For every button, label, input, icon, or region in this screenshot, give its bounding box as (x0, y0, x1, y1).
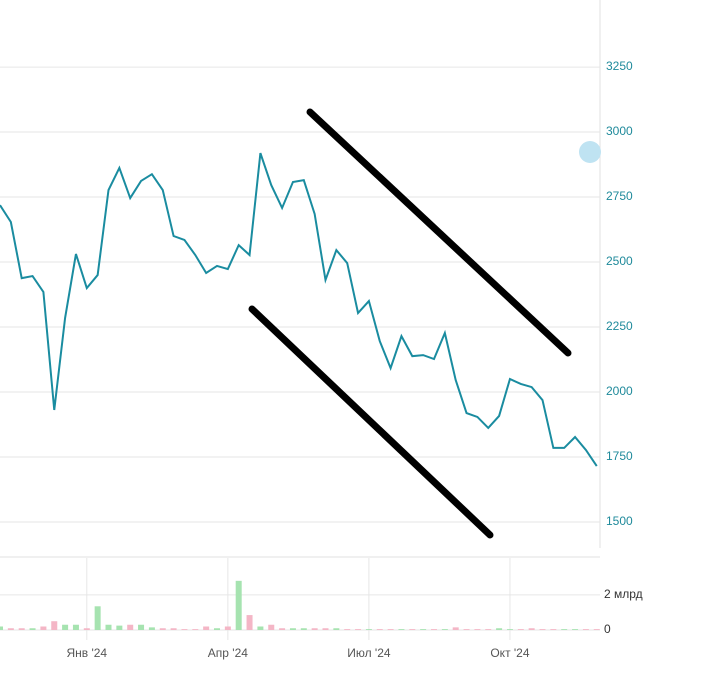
volume-bar (311, 628, 318, 630)
y-tick-label: 0 (604, 622, 611, 636)
volume-bar (517, 629, 524, 630)
volume-bar (127, 624, 134, 630)
volume-bar (322, 628, 329, 630)
trend-line (306, 108, 572, 357)
volume-bar (0, 626, 3, 630)
volume-bar (214, 628, 220, 630)
volume-bar (268, 624, 275, 630)
volume-bar (398, 629, 405, 630)
volume-bar (170, 628, 177, 630)
volume-bar (83, 628, 90, 630)
volume-bar (7, 628, 14, 630)
volume-bar (181, 629, 188, 630)
volume-bar (40, 626, 47, 630)
volume-bar (224, 626, 231, 630)
volume-bar (409, 629, 416, 630)
volume-bar (333, 628, 340, 630)
y-tick-label: 2250 (606, 319, 633, 333)
volume-bar (148, 627, 155, 630)
volume-bar (431, 629, 437, 630)
volume-bar (192, 629, 199, 630)
volume-bar (572, 629, 579, 630)
y-tick-label: 2750 (606, 189, 633, 203)
price-line (0, 152, 598, 467)
volume-bar (138, 624, 145, 630)
x-tick-label: Янв '24 (66, 646, 107, 660)
volume-bar (528, 628, 535, 630)
volume-bar (365, 629, 372, 630)
volume-bar (441, 629, 448, 630)
y-tick-label: 3250 (606, 59, 633, 73)
volume-bar (463, 629, 470, 630)
volume-bar (62, 624, 69, 630)
price-marker (579, 141, 601, 163)
volume-bar (94, 606, 101, 630)
volume-bar (376, 629, 383, 630)
volume-bar (29, 628, 36, 630)
volume-bar (235, 580, 242, 630)
volume-bar (539, 629, 546, 630)
volume-bar (582, 629, 589, 630)
y-tick-label: 1750 (606, 449, 633, 463)
y-tick-label: 2500 (606, 254, 633, 268)
y-tick-label: 3000 (606, 124, 633, 138)
volume-bar (474, 629, 481, 630)
volume-bar (593, 629, 600, 630)
volume-bar (561, 629, 568, 630)
x-tick-label: Апр '24 (208, 646, 248, 660)
volume-bar (279, 628, 286, 630)
volume-bar (506, 629, 513, 630)
y-tick-label: 2000 (606, 384, 633, 398)
volume-bar (300, 628, 307, 630)
volume-bar (550, 629, 557, 630)
x-tick-label: Июл '24 (347, 646, 391, 660)
volume-bar (289, 628, 296, 630)
trend-line (248, 305, 494, 539)
volume-bar (355, 629, 362, 630)
volume-bar (116, 625, 123, 630)
volume-bar (344, 629, 351, 630)
y-tick-label: 2 млрд (604, 587, 643, 601)
volume-bar (485, 629, 492, 630)
x-tick-label: Окт '24 (490, 646, 530, 660)
volume-bar (452, 627, 459, 630)
y-tick-label: 1500 (606, 514, 633, 528)
volume-bar (257, 626, 264, 630)
volume-bar (18, 628, 25, 630)
volume-bar (105, 624, 112, 630)
volume-bar (496, 628, 503, 630)
volume-bar (387, 629, 394, 630)
volume-bar (72, 624, 79, 630)
volume-bar (420, 629, 427, 630)
volume-bar (203, 626, 210, 630)
volume-bar (51, 621, 58, 630)
volume-bar (159, 628, 166, 630)
volume-bar (246, 615, 253, 630)
